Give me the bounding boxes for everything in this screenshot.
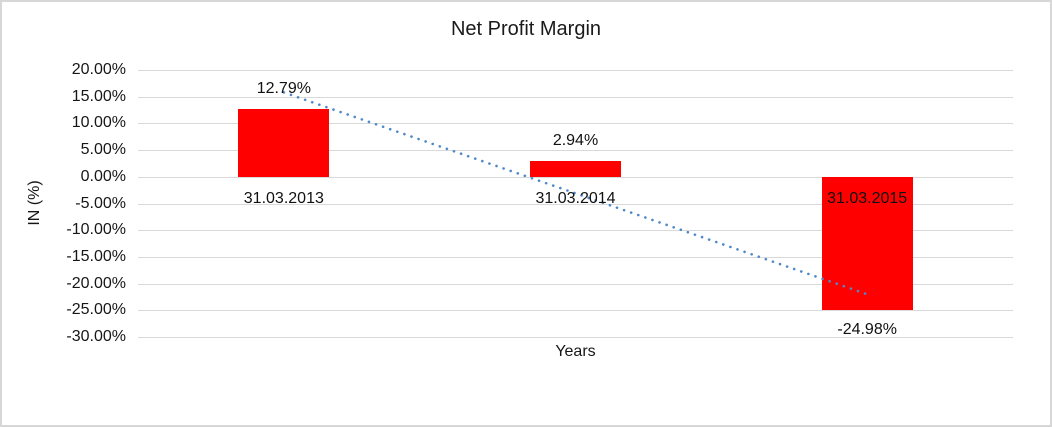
gridline (138, 230, 1013, 232)
bar (821, 176, 913, 311)
gridline (138, 203, 1013, 205)
y-tick-label: 0.00% (80, 167, 126, 185)
trendline (282, 91, 869, 296)
gridline (138, 310, 1013, 312)
gridline (138, 70, 1013, 71)
data-label: -24.98% (837, 321, 897, 339)
trendline-dotted-line (282, 91, 869, 296)
y-tick-label: 20.00% (71, 61, 126, 78)
gridline (138, 337, 1013, 338)
data-label: 12.79% (256, 79, 311, 97)
category-label: 31.03.2013 (243, 189, 324, 207)
bar (530, 161, 621, 177)
y-tick-label: -15.00% (66, 247, 126, 265)
gridline (138, 96, 1013, 98)
gridline (138, 176, 1013, 178)
y-axis-tick-labels: 20.00% 15.00% 10.00% 5.00% 0.00% -5.00% -10.00… (2, 2, 126, 425)
gridline (138, 123, 1013, 125)
y-tick-label: 15.00% (71, 87, 126, 105)
category-label: 31.03.2014 (535, 189, 616, 207)
y-tick-label: 5.00% (80, 141, 126, 159)
x-axis-title: Years (555, 343, 596, 360)
plot-area: 31.03.2013 12.79% 31.03.2014 2.94% 31.03.201… (138, 70, 1013, 339)
y-tick-label: -25.00% (66, 301, 126, 319)
y-tick-label: -10.00% (66, 221, 126, 239)
y-tick-label: 10.00% (71, 114, 126, 132)
gridline (138, 283, 1013, 285)
gridline (138, 256, 1013, 258)
chart-title: Net Profit Margin (450, 18, 602, 40)
data-label: 2.94% (552, 132, 599, 150)
y-tick-label: -20.00% (66, 274, 126, 292)
category-label: 31.03.2015 (827, 189, 908, 207)
y-tick-label: -30.00% (66, 328, 126, 345)
y-tick-label: -5.00% (75, 194, 126, 212)
bar (238, 108, 330, 177)
gridline (138, 150, 1013, 152)
